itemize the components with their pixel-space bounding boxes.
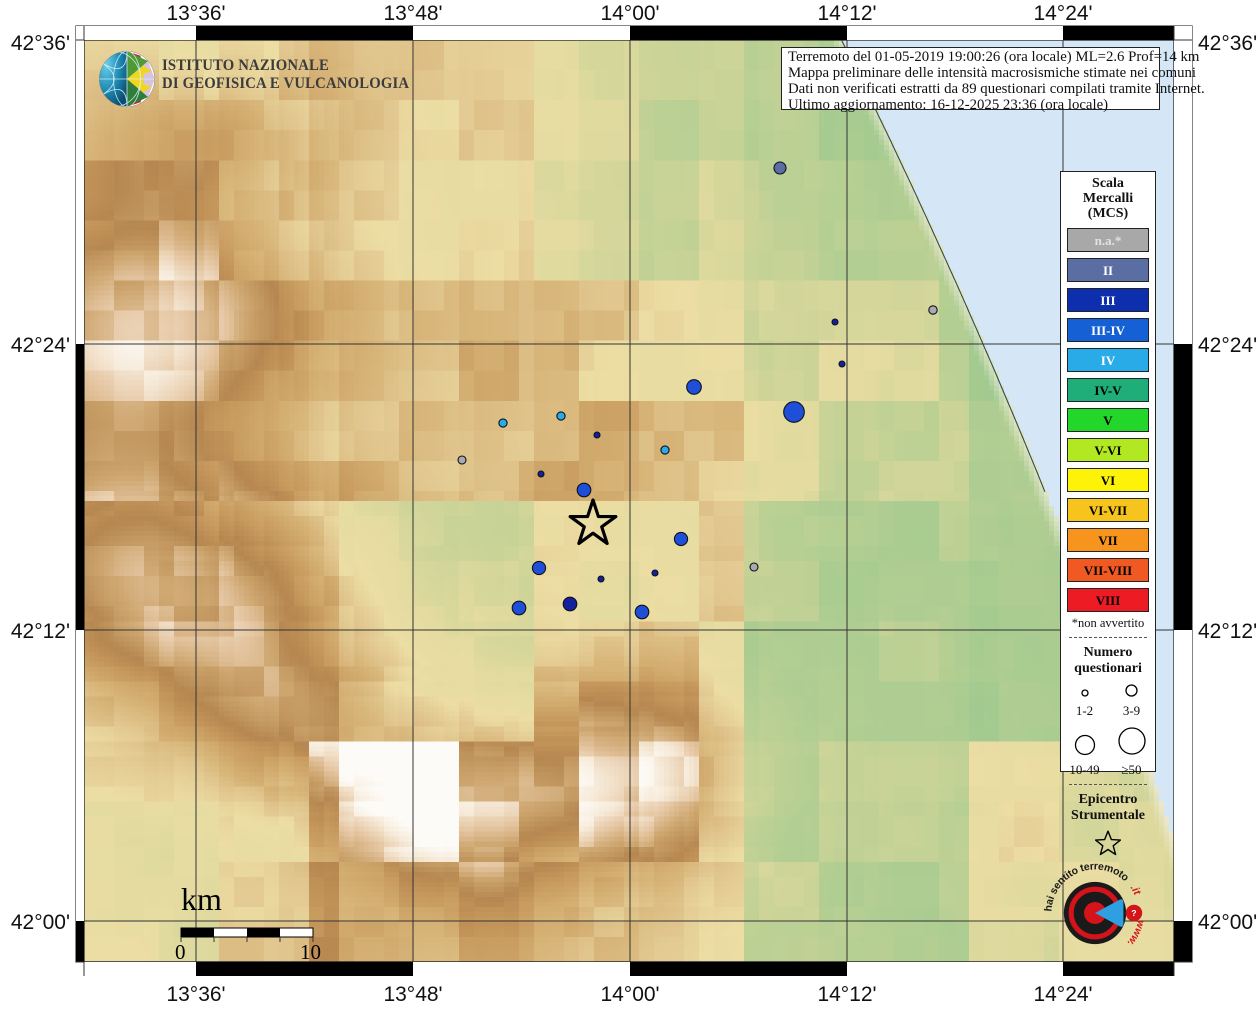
svg-text:.it: .it <box>1128 882 1143 897</box>
svg-text:?: ? <box>1131 908 1136 918</box>
svg-text:www.: www. <box>1124 919 1145 948</box>
